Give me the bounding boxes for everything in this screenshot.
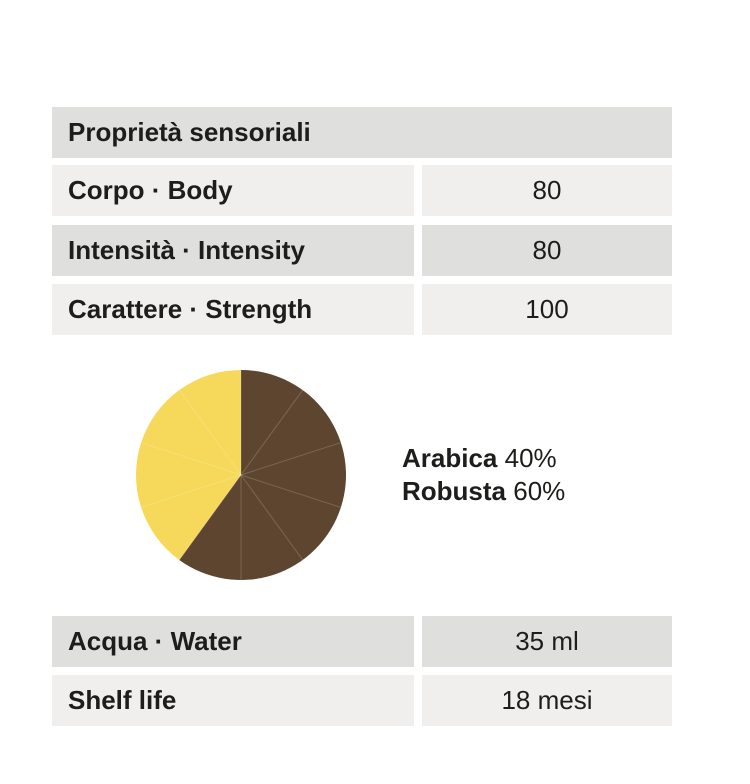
row-label: Acqua · Water — [52, 616, 414, 667]
pie-slice — [179, 370, 347, 580]
row-value: 100 — [422, 284, 672, 335]
pie-slice — [136, 370, 241, 560]
slice-divider — [240, 474, 304, 561]
slice-divider — [240, 474, 342, 508]
legend-entry: Robusta 60% — [402, 476, 565, 506]
row-label: Intensità · Intensity — [52, 225, 414, 276]
legend-value: 60% — [513, 476, 565, 506]
table-row: Shelf life 18 mesi — [52, 675, 672, 726]
row-value: 80 — [422, 165, 672, 216]
row-label: Corpo · Body — [52, 165, 414, 216]
legend-entry: Arabica 40% — [402, 443, 557, 473]
row-label: Shelf life — [52, 675, 414, 726]
slice-divider — [140, 474, 242, 508]
table-header: Proprietà sensoriali — [52, 107, 672, 158]
table-row: Carattere · Strength 100 — [52, 284, 672, 335]
slice-divider — [178, 389, 242, 476]
row-label: Carattere · Strength — [52, 284, 414, 335]
slice-divider — [240, 442, 342, 476]
slice-divider — [140, 442, 242, 476]
row-value: 80 — [422, 225, 672, 276]
slice-divider — [178, 474, 242, 561]
row-value: 18 mesi — [422, 675, 672, 726]
table-title: Proprietà sensoriali — [52, 107, 672, 158]
row-value: 35 ml — [422, 616, 672, 667]
slice-divider — [240, 389, 304, 476]
table-row: Intensità · Intensity 80 — [52, 225, 672, 276]
legend-name: Robusta — [402, 476, 507, 506]
legend-value: 40% — [505, 443, 557, 473]
legend-name: Arabica — [402, 443, 498, 473]
table-row: Corpo · Body 80 — [52, 165, 672, 216]
table-row: Acqua · Water 35 ml — [52, 616, 672, 667]
